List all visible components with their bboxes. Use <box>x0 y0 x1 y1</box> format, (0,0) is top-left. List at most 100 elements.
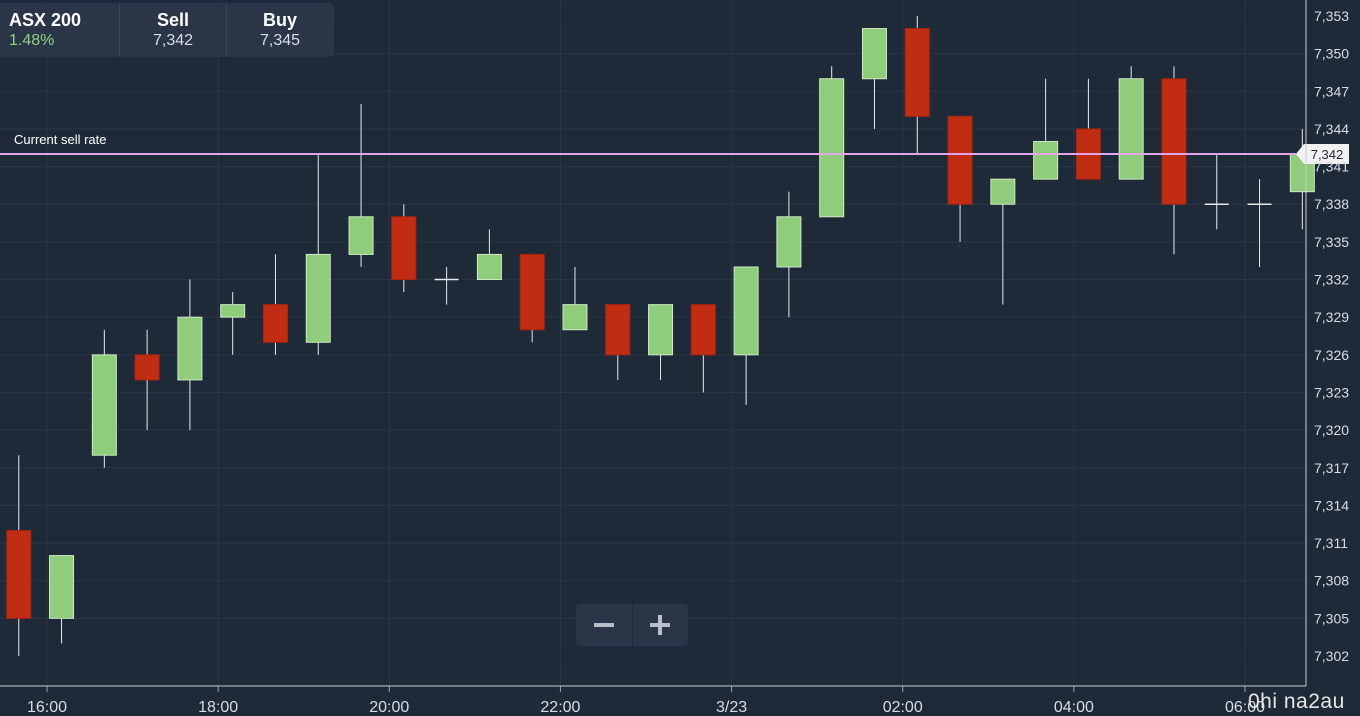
buy-cell[interactable]: Buy 7,345 <box>227 3 333 57</box>
candle-body-up <box>91 354 117 456</box>
y-tick-label: 7,326 <box>1314 347 1349 363</box>
sell-label: Sell <box>156 10 190 30</box>
candle-body-down <box>391 216 417 281</box>
candle[interactable] <box>220 292 246 355</box>
candle[interactable] <box>305 154 331 355</box>
x-tick-label: 04:00 <box>1054 699 1094 716</box>
x-tick-label: 20:00 <box>369 699 409 716</box>
sell-value: 7,342 <box>152 32 194 49</box>
y-tick-label: 7,350 <box>1314 46 1349 62</box>
y-tick-label: 7,332 <box>1314 272 1349 288</box>
sell-cell[interactable]: Sell 7,342 <box>120 3 227 57</box>
candle[interactable] <box>49 555 75 644</box>
candle-body-down <box>904 28 930 117</box>
candle-body-down <box>690 304 716 356</box>
candle[interactable] <box>1118 66 1144 180</box>
candle-body-down <box>519 253 545 331</box>
candle[interactable] <box>733 266 759 406</box>
candle[interactable] <box>904 16 930 155</box>
candle-body-up <box>562 304 588 331</box>
candle-body-up <box>177 316 203 381</box>
y-tick-label: 7,308 <box>1314 573 1349 589</box>
y-tick-label: 7,344 <box>1314 121 1349 137</box>
candle-body-down <box>134 354 160 381</box>
current-rate-badge <box>1296 144 1349 165</box>
candle-body-up <box>49 555 75 619</box>
y-tick-label: 7,335 <box>1314 234 1349 250</box>
candle-body-up <box>819 78 845 218</box>
x-tick-label: 02:00 <box>883 699 923 716</box>
candle[interactable] <box>177 279 203 431</box>
candle[interactable] <box>6 455 32 656</box>
candle-body-up <box>476 253 502 281</box>
candle[interactable] <box>1075 78 1101 180</box>
y-tick-label: 7,323 <box>1314 384 1349 400</box>
candle[interactable] <box>262 254 288 355</box>
candle[interactable] <box>519 253 545 343</box>
candle[interactable] <box>134 329 160 431</box>
quote-panel: ASX 200 1.48% Sell 7,342 Buy 7,345 <box>0 3 334 57</box>
candle-body-down <box>262 304 288 343</box>
y-tick-label: 7,314 <box>1314 497 1349 513</box>
y-tick-label: 7,302 <box>1314 648 1349 664</box>
candle[interactable] <box>690 304 716 393</box>
buy-value: 7,345 <box>259 32 301 49</box>
x-tick-label: 22:00 <box>540 699 580 716</box>
candle-body-down <box>6 530 32 619</box>
candle[interactable] <box>91 329 117 468</box>
x-tick-label: 06:00 <box>1225 699 1265 716</box>
candle[interactable] <box>1289 128 1315 230</box>
x-axis: 16:00 18:00 20:00 22:00 3/23 02:00 04:00 06:00 <box>0 685 1306 716</box>
zoom-out-button[interactable] <box>576 604 633 646</box>
y-tick-label: 7,329 <box>1314 309 1349 325</box>
x-tick-label: 3/23 <box>716 699 747 716</box>
candle-body-up <box>348 216 374 255</box>
candle[interactable] <box>476 229 502 281</box>
candle[interactable] <box>391 204 417 293</box>
candle[interactable] <box>562 266 588 331</box>
y-tick-label: 7,311 <box>1314 535 1348 551</box>
candle-body-up <box>861 28 887 80</box>
current-rate-label: Current sell rate <box>14 132 106 147</box>
y-tick-label: 7,317 <box>1314 460 1349 476</box>
candle[interactable] <box>861 28 887 129</box>
y-tick-label: 7,353 <box>1314 8 1349 24</box>
candle[interactable] <box>605 304 631 380</box>
candle[interactable] <box>1033 78 1059 180</box>
candle[interactable] <box>990 178 1016 305</box>
candle[interactable] <box>434 266 459 305</box>
candle[interactable] <box>648 304 674 380</box>
y-tick-label: 7,305 <box>1314 610 1349 626</box>
candle-body-up <box>990 178 1016 205</box>
instrument-cell: ASX 200 1.48% <box>0 3 120 57</box>
candle-body-up <box>220 304 246 318</box>
instrument-symbol: ASX 200 <box>9 10 82 30</box>
candle-body-down <box>1161 78 1187 205</box>
candle[interactable] <box>1161 66 1187 255</box>
zoom-controls <box>576 604 688 646</box>
candle-body-up <box>733 266 759 356</box>
candle-body-up <box>648 304 674 356</box>
buy-label: Buy <box>262 10 297 30</box>
x-tick-label: 18:00 <box>198 699 238 716</box>
zoom-in-button[interactable] <box>633 604 689 646</box>
candle[interactable] <box>1204 154 1229 230</box>
current-rate-value: 7,342 <box>1311 147 1344 162</box>
candle[interactable] <box>819 66 845 218</box>
candles <box>6 16 1315 656</box>
candle-body-up <box>776 216 802 268</box>
y-tick-label: 7,347 <box>1314 83 1349 99</box>
candle[interactable] <box>947 115 973 242</box>
y-axis: 7,302 7,305 7,308 7,311 7,314 7,317 7,320 7,323… <box>1305 0 1349 686</box>
candle-body-up <box>1033 140 1059 180</box>
x-tick-label: 16:00 <box>27 699 67 716</box>
candle-body-up <box>1118 78 1144 180</box>
candle[interactable] <box>776 191 802 318</box>
change-percent: 1.48% <box>9 32 55 49</box>
y-tick-label: 7,320 <box>1314 422 1349 438</box>
current-rate: Current sell rate 7,342 <box>0 132 1349 165</box>
candle[interactable] <box>1247 179 1272 267</box>
candle[interactable] <box>348 103 374 267</box>
plus-icon <box>650 615 671 635</box>
